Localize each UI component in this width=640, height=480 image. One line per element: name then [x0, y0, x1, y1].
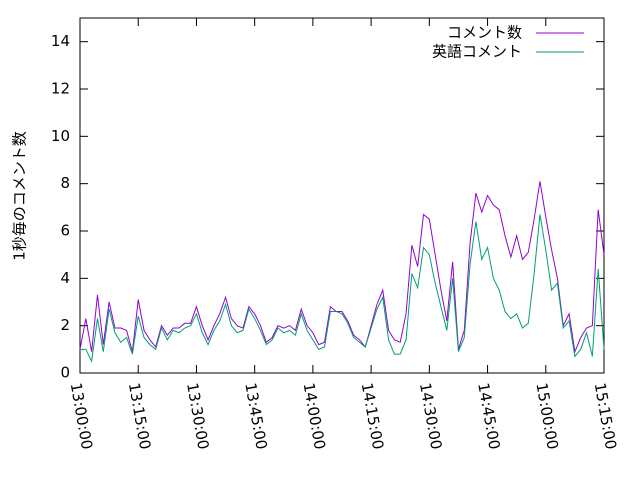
- y-tick-label: 0: [60, 364, 70, 382]
- x-tick-label: 15:00:00: [532, 381, 561, 450]
- series-line: [79, 181, 605, 354]
- x-tick-label: 15:15:00: [591, 381, 620, 450]
- legend-label: コメント数: [447, 24, 522, 42]
- y-axis-label: 1秒毎のコメント数: [11, 131, 29, 261]
- x-tick-label: 14:30:00: [416, 381, 445, 450]
- x-tick-label: 13:45:00: [241, 381, 270, 450]
- y-tick-label: 10: [51, 127, 70, 145]
- y-tick-label: 14: [51, 32, 70, 50]
- y-tick-label: 4: [60, 269, 70, 287]
- x-tick-label: 13:30:00: [183, 381, 212, 450]
- y-tick-label: 2: [60, 316, 70, 334]
- plot-frame: [79, 17, 605, 374]
- y-tick-label: 12: [51, 80, 70, 98]
- x-tick-label: 14:15:00: [358, 381, 387, 450]
- y-tick-label: 8: [60, 174, 70, 192]
- x-tick-label: 14:45:00: [474, 381, 503, 450]
- x-tick-label: 13:00:00: [67, 381, 96, 450]
- y-tick-label: 6: [60, 222, 70, 240]
- x-tick-label: 13:15:00: [125, 381, 154, 450]
- x-tick-label: 14:00:00: [300, 381, 329, 450]
- legend-label: 英語コメント: [432, 43, 522, 61]
- series-line: [80, 214, 605, 363]
